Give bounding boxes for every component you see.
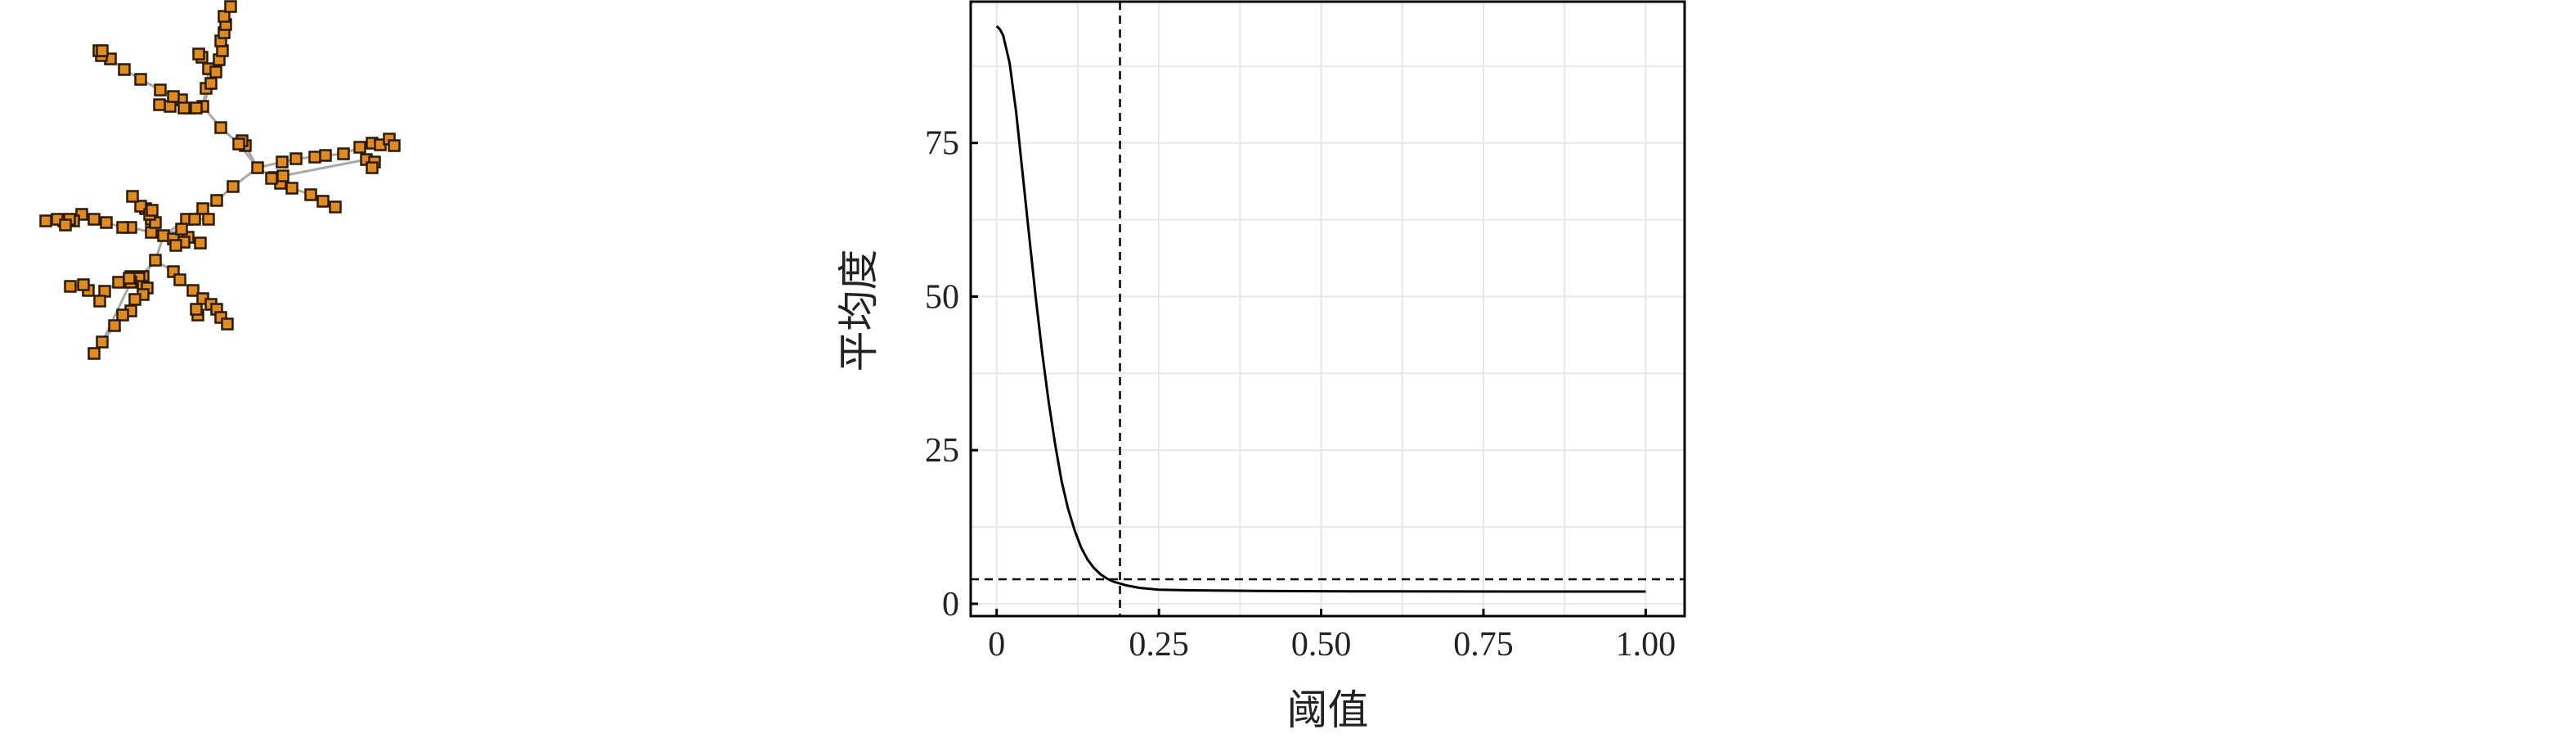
network-node: [190, 101, 203, 115]
average-degree-curve: [995, 25, 1646, 593]
network-node: [304, 188, 317, 201]
network-node: [218, 10, 231, 23]
network-node: [204, 77, 218, 90]
network-node: [196, 202, 209, 215]
tree-network: [39, 0, 401, 360]
network-node: [154, 83, 167, 97]
network-node: [123, 272, 136, 285]
network-edge: [273, 158, 367, 179]
network-node: [77, 278, 90, 291]
y-tick-label: 50: [925, 278, 959, 316]
network-node: [188, 213, 201, 226]
network-node: [224, 0, 237, 13]
network-node: [186, 284, 200, 297]
network-node: [128, 293, 141, 306]
network-node: [316, 195, 330, 208]
y-tick-label: 75: [925, 125, 959, 163]
network-node: [126, 190, 139, 203]
network-node: [190, 303, 203, 316]
network-node: [214, 121, 227, 134]
network-node: [210, 194, 223, 207]
reference-lines: [971, 2, 1685, 616]
network-node: [88, 213, 101, 226]
network-node: [146, 204, 159, 217]
x-axis-label: 阈值: [1287, 687, 1369, 733]
network-node: [173, 273, 186, 286]
chart-grid: [971, 2, 1685, 616]
right-network-panel: [877, 0, 2576, 734]
network-node: [388, 139, 401, 152]
network-node: [149, 254, 162, 267]
network-node: [169, 239, 182, 252]
network-node: [276, 169, 289, 182]
network-node: [100, 216, 113, 229]
network-node: [227, 180, 240, 193]
left-network-panel: [0, 0, 818, 734]
x-tick-label: 0.75: [1453, 626, 1514, 664]
network-node: [59, 218, 72, 232]
network-node: [96, 44, 109, 57]
network-node: [118, 63, 131, 76]
network-node: [116, 221, 129, 234]
network-node: [194, 236, 207, 250]
network-node: [96, 335, 109, 349]
network-node: [175, 223, 188, 236]
network-node: [251, 161, 264, 174]
x-tick-label: 0.50: [1291, 626, 1352, 664]
network-node: [112, 276, 125, 289]
x-tick-label: 0: [988, 626, 1005, 664]
network-node: [93, 295, 106, 308]
network-node: [337, 147, 350, 160]
y-axis-label: 平均度: [836, 250, 882, 372]
y-tick-label: 0: [942, 586, 959, 623]
network-node: [289, 152, 303, 165]
line-chart-panel: 0 0.25 0.50 0.75 1.00 0 25 50 75 阈值 平均度: [818, 0, 1717, 734]
x-ticks: 0 0.25 0.50 0.75 1.00: [988, 609, 1676, 664]
network-node: [116, 308, 129, 322]
network-node: [192, 47, 205, 61]
y-ticks: 0 25 50 75: [925, 125, 978, 623]
network-node: [329, 200, 342, 214]
network-node: [232, 137, 245, 151]
network-node: [108, 319, 121, 332]
force-network: [877, 0, 1243, 363]
x-tick-label: 1.00: [1616, 626, 1676, 664]
y-tick-label: 25: [925, 432, 959, 470]
network-node: [276, 155, 289, 169]
network-node: [202, 213, 215, 226]
network-node: [353, 141, 366, 154]
network-node: [366, 161, 379, 174]
network-node: [153, 98, 166, 111]
network-node: [88, 347, 101, 360]
network-node: [265, 172, 278, 185]
tree-nodes: [39, 0, 401, 360]
network-node: [285, 182, 298, 195]
x-tick-label: 0.25: [1129, 626, 1189, 664]
network-node: [221, 317, 234, 331]
plot-frame: [969, 0, 1686, 618]
network-node: [134, 73, 147, 86]
network-node: [177, 101, 191, 115]
network-node: [209, 65, 222, 79]
line-chart: 0 0.25 0.50 0.75 1.00 0 25 50 75 阈值 平均度: [836, 0, 1686, 733]
network-node: [39, 214, 52, 227]
network-node: [167, 90, 180, 103]
network-node: [64, 280, 77, 293]
network-node: [319, 149, 332, 162]
network-node: [308, 151, 321, 164]
